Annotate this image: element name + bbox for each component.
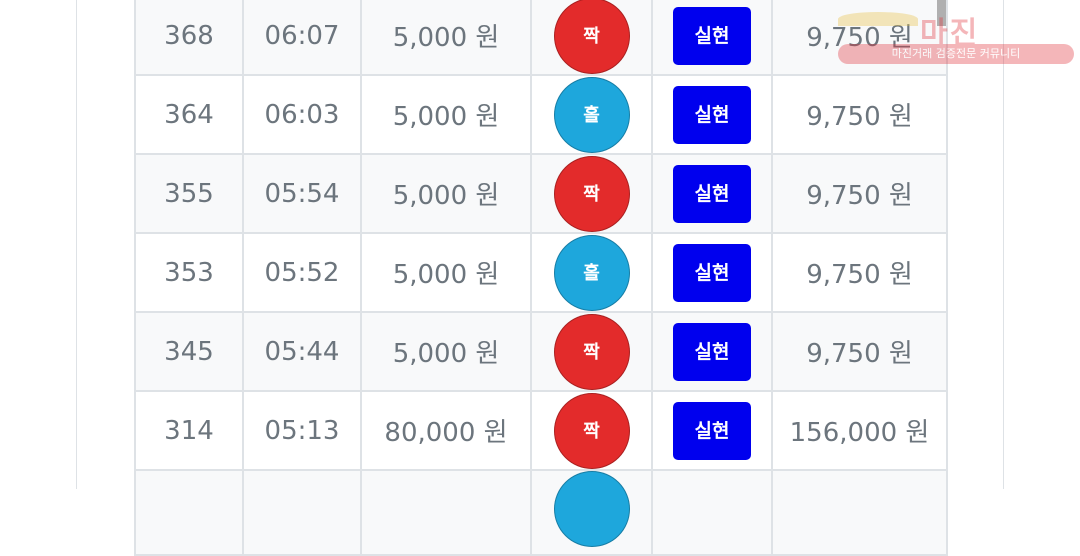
round-cell: [134, 469, 244, 556]
container-border-left: [76, 0, 77, 489]
pick-ball: 홀: [553, 234, 630, 311]
bet-amount-cell: 80,000 원: [360, 390, 532, 471]
pick-ball: [553, 471, 630, 547]
bet-history-table: 368 06:07 5,000 원 짝 실현 9,750 원 364 06:03 5,000 원…: [134, 0, 948, 556]
pick-cell: 홀: [530, 232, 653, 313]
payout-cell: 9,750 원: [771, 153, 948, 234]
bet-amount-cell: 5,000 원: [360, 74, 532, 155]
pick-cell: 짝: [530, 153, 653, 234]
round-cell: 314: [134, 390, 244, 471]
result-cell: 실현: [651, 153, 773, 234]
result-cell: 실현: [651, 311, 773, 392]
pick-ball: 짝: [553, 155, 630, 232]
pick-cell: 짝: [530, 0, 653, 76]
scrollbar[interactable]: [937, 0, 946, 26]
container-border-right: [1003, 0, 1004, 489]
result-button[interactable]: 실현: [673, 6, 751, 65]
result-cell: 실현: [651, 232, 773, 313]
result-cell: [651, 469, 773, 556]
payout-cell: 9,750 원: [771, 74, 948, 155]
pick-cell: 홀: [530, 74, 653, 155]
result-button[interactable]: 실현: [673, 243, 751, 302]
table-row: 345 05:44 5,000 원 짝 실현 9,750 원: [134, 311, 948, 392]
result-button[interactable]: 실현: [673, 164, 751, 223]
result-button[interactable]: 실현: [673, 85, 751, 144]
payout-cell: 9,750 원: [771, 232, 948, 313]
result-cell: 실현: [651, 74, 773, 155]
pick-ball: 짝: [553, 0, 630, 74]
result-cell: 실현: [651, 0, 773, 76]
result-cell: 실현: [651, 390, 773, 471]
bet-amount-cell: 5,000 원: [360, 232, 532, 313]
bet-amount-cell: 5,000 원: [360, 153, 532, 234]
round-cell: 364: [134, 74, 244, 155]
time-cell: 05:13: [242, 390, 362, 471]
bet-amount-cell: 5,000 원: [360, 311, 532, 392]
result-button[interactable]: 실현: [673, 322, 751, 381]
round-cell: 353: [134, 232, 244, 313]
round-cell: 368: [134, 0, 244, 76]
time-cell: 05:52: [242, 232, 362, 313]
pick-cell: [530, 469, 653, 556]
round-cell: 345: [134, 311, 244, 392]
payout-cell: 156,000 원: [771, 390, 948, 471]
time-cell: 05:54: [242, 153, 362, 234]
result-button[interactable]: 실현: [673, 401, 751, 460]
table-row: 364 06:03 5,000 원 홀 실현 9,750 원: [134, 74, 948, 155]
payout-cell: 9,750 원: [771, 311, 948, 392]
time-cell: [242, 469, 362, 556]
bet-amount-cell: [360, 469, 532, 556]
time-cell: 06:03: [242, 74, 362, 155]
table-row: [134, 469, 948, 556]
pick-ball: 짝: [553, 392, 630, 469]
table-row: 355 05:54 5,000 원 짝 실현 9,750 원: [134, 153, 948, 234]
bet-amount-cell: 5,000 원: [360, 0, 532, 76]
pick-cell: 짝: [530, 311, 653, 392]
pick-ball: 홀: [553, 76, 630, 153]
table-row: 368 06:07 5,000 원 짝 실현 9,750 원: [134, 0, 948, 76]
table-row: 314 05:13 80,000 원 짝 실현 156,000 원: [134, 390, 948, 471]
table-row: 353 05:52 5,000 원 홀 실현 9,750 원: [134, 232, 948, 313]
round-cell: 355: [134, 153, 244, 234]
time-cell: 06:07: [242, 0, 362, 76]
pick-ball: 짝: [553, 313, 630, 390]
payout-cell: 9,750 원: [771, 0, 948, 76]
pick-cell: 짝: [530, 390, 653, 471]
time-cell: 05:44: [242, 311, 362, 392]
payout-cell: [771, 469, 948, 556]
